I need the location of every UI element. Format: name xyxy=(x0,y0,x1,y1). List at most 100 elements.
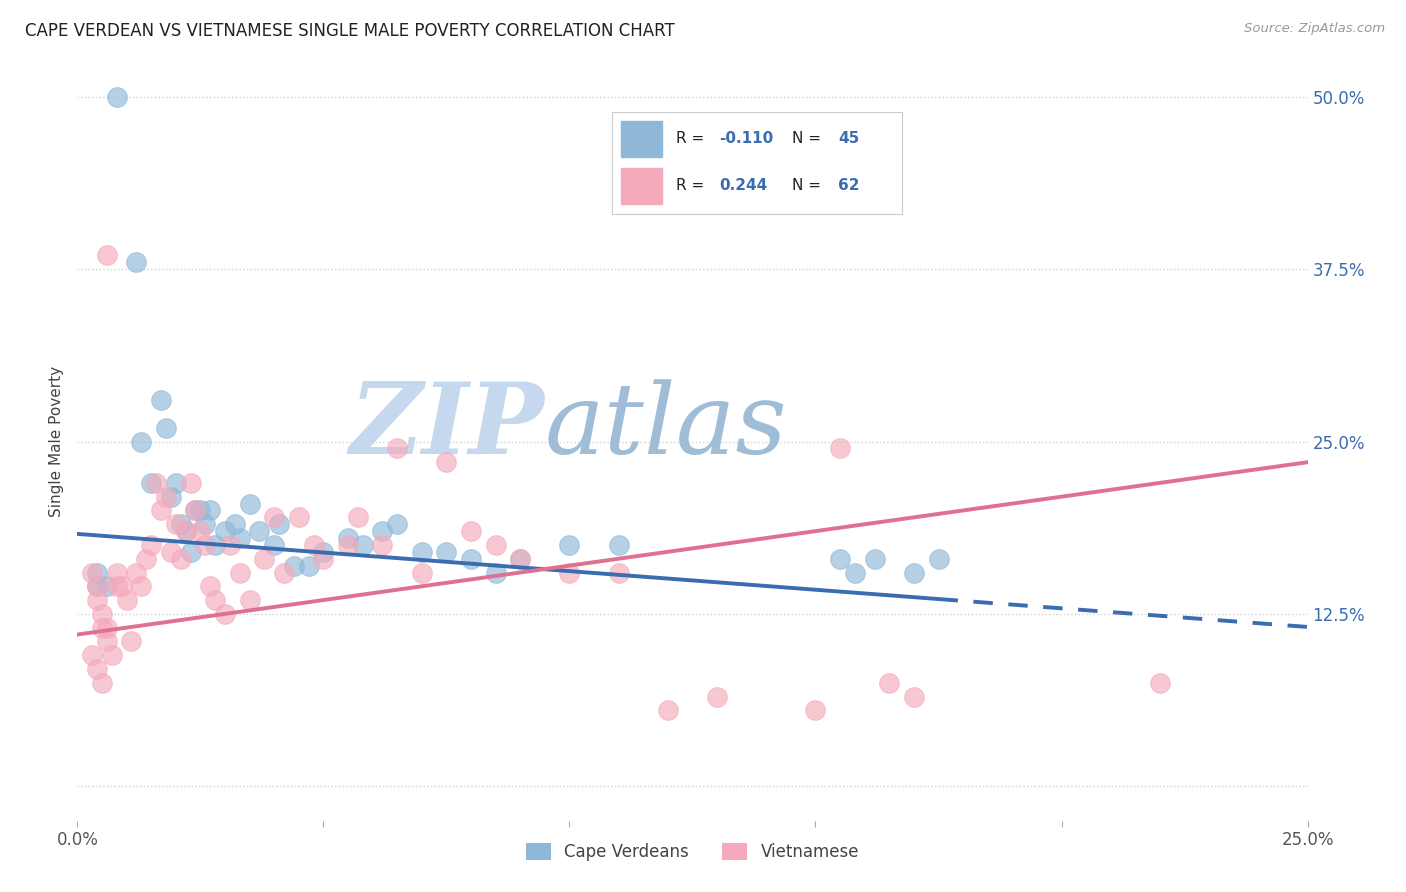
Cape Verdeans xyxy=(385,517,409,532)
Cape Verdeans xyxy=(903,566,925,580)
Vietnamese xyxy=(90,621,114,635)
Vietnamese xyxy=(830,442,852,456)
Cape Verdeans xyxy=(283,558,305,573)
Cape Verdeans xyxy=(460,551,482,566)
Vietnamese xyxy=(115,593,138,607)
Vietnamese xyxy=(86,579,108,593)
Cape Verdeans xyxy=(371,524,394,538)
Vietnamese xyxy=(111,579,132,593)
Cape Verdeans xyxy=(337,531,360,545)
Cape Verdeans xyxy=(86,566,108,580)
Vietnamese xyxy=(509,551,531,566)
Cape Verdeans xyxy=(312,545,335,559)
Cape Verdeans xyxy=(509,551,531,566)
Vietnamese xyxy=(86,593,108,607)
Vietnamese xyxy=(145,475,167,490)
Vietnamese xyxy=(239,593,262,607)
Text: Source: ZipAtlas.com: Source: ZipAtlas.com xyxy=(1244,22,1385,36)
Vietnamese xyxy=(141,538,163,552)
Vietnamese xyxy=(155,490,177,504)
Text: CAPE VERDEAN VS VIETNAMESE SINGLE MALE POVERTY CORRELATION CHART: CAPE VERDEAN VS VIETNAMESE SINGLE MALE P… xyxy=(25,22,675,40)
Text: ZIP: ZIP xyxy=(350,378,546,475)
Vietnamese xyxy=(460,524,482,538)
Cape Verdeans xyxy=(180,545,202,559)
Vietnamese xyxy=(228,566,252,580)
Vietnamese xyxy=(194,538,217,552)
Vietnamese xyxy=(150,503,173,517)
Vietnamese xyxy=(184,503,207,517)
Vietnamese xyxy=(337,538,360,552)
Vietnamese xyxy=(200,579,222,593)
Cape Verdeans xyxy=(485,566,508,580)
Vietnamese xyxy=(219,538,242,552)
Cape Verdeans xyxy=(830,551,852,566)
Vietnamese xyxy=(96,634,118,648)
Cape Verdeans xyxy=(174,524,197,538)
Vietnamese xyxy=(607,566,630,580)
Cape Verdeans xyxy=(928,551,950,566)
Vietnamese xyxy=(105,566,128,580)
Cape Verdeans xyxy=(86,579,108,593)
Cape Verdeans xyxy=(96,579,118,593)
Cape Verdeans xyxy=(844,566,866,580)
Vietnamese xyxy=(160,545,183,559)
Vietnamese xyxy=(101,648,124,663)
Vietnamese xyxy=(214,607,236,621)
Vietnamese xyxy=(804,703,827,717)
Vietnamese xyxy=(903,690,925,704)
Cape Verdeans xyxy=(214,524,236,538)
Vietnamese xyxy=(347,510,370,524)
Vietnamese xyxy=(706,690,728,704)
Vietnamese xyxy=(129,579,153,593)
Vietnamese xyxy=(170,551,193,566)
Cape Verdeans xyxy=(188,503,212,517)
Vietnamese xyxy=(165,517,187,532)
Vietnamese xyxy=(188,524,212,538)
Cape Verdeans xyxy=(269,517,291,532)
Vietnamese xyxy=(273,566,295,580)
Vietnamese xyxy=(485,538,508,552)
Cape Verdeans xyxy=(125,255,148,269)
Cape Verdeans xyxy=(411,545,433,559)
Vietnamese xyxy=(436,455,458,469)
Cape Verdeans xyxy=(352,538,374,552)
Cape Verdeans xyxy=(224,517,246,532)
Text: atlas: atlas xyxy=(546,379,787,474)
Vietnamese xyxy=(288,510,311,524)
Cape Verdeans xyxy=(239,497,262,511)
Vietnamese xyxy=(121,634,143,648)
Vietnamese xyxy=(82,566,104,580)
Cape Verdeans xyxy=(558,538,581,552)
Vietnamese xyxy=(411,566,433,580)
Cape Verdeans xyxy=(204,538,226,552)
Vietnamese xyxy=(90,607,114,621)
Cape Verdeans xyxy=(160,490,183,504)
Y-axis label: Single Male Poverty: Single Male Poverty xyxy=(49,366,65,517)
Cape Verdeans xyxy=(184,503,207,517)
Vietnamese xyxy=(90,675,114,690)
Vietnamese xyxy=(135,551,157,566)
Cape Verdeans xyxy=(165,475,187,490)
Vietnamese xyxy=(96,621,118,635)
Vietnamese xyxy=(558,566,581,580)
Vietnamese xyxy=(125,566,148,580)
Vietnamese xyxy=(385,442,409,456)
Cape Verdeans xyxy=(298,558,321,573)
Vietnamese xyxy=(253,551,276,566)
Vietnamese xyxy=(174,524,197,538)
Cape Verdeans xyxy=(228,531,252,545)
Vietnamese xyxy=(879,675,901,690)
Vietnamese xyxy=(180,475,202,490)
Vietnamese xyxy=(105,579,128,593)
Vietnamese xyxy=(1149,675,1171,690)
Vietnamese xyxy=(96,248,118,262)
Cape Verdeans xyxy=(194,517,217,532)
Vietnamese xyxy=(657,703,679,717)
Cape Verdeans xyxy=(141,475,163,490)
Cape Verdeans xyxy=(249,524,271,538)
Cape Verdeans xyxy=(105,90,128,104)
Cape Verdeans xyxy=(150,393,173,408)
Cape Verdeans xyxy=(200,503,222,517)
Cape Verdeans xyxy=(436,545,458,559)
Cape Verdeans xyxy=(863,551,886,566)
